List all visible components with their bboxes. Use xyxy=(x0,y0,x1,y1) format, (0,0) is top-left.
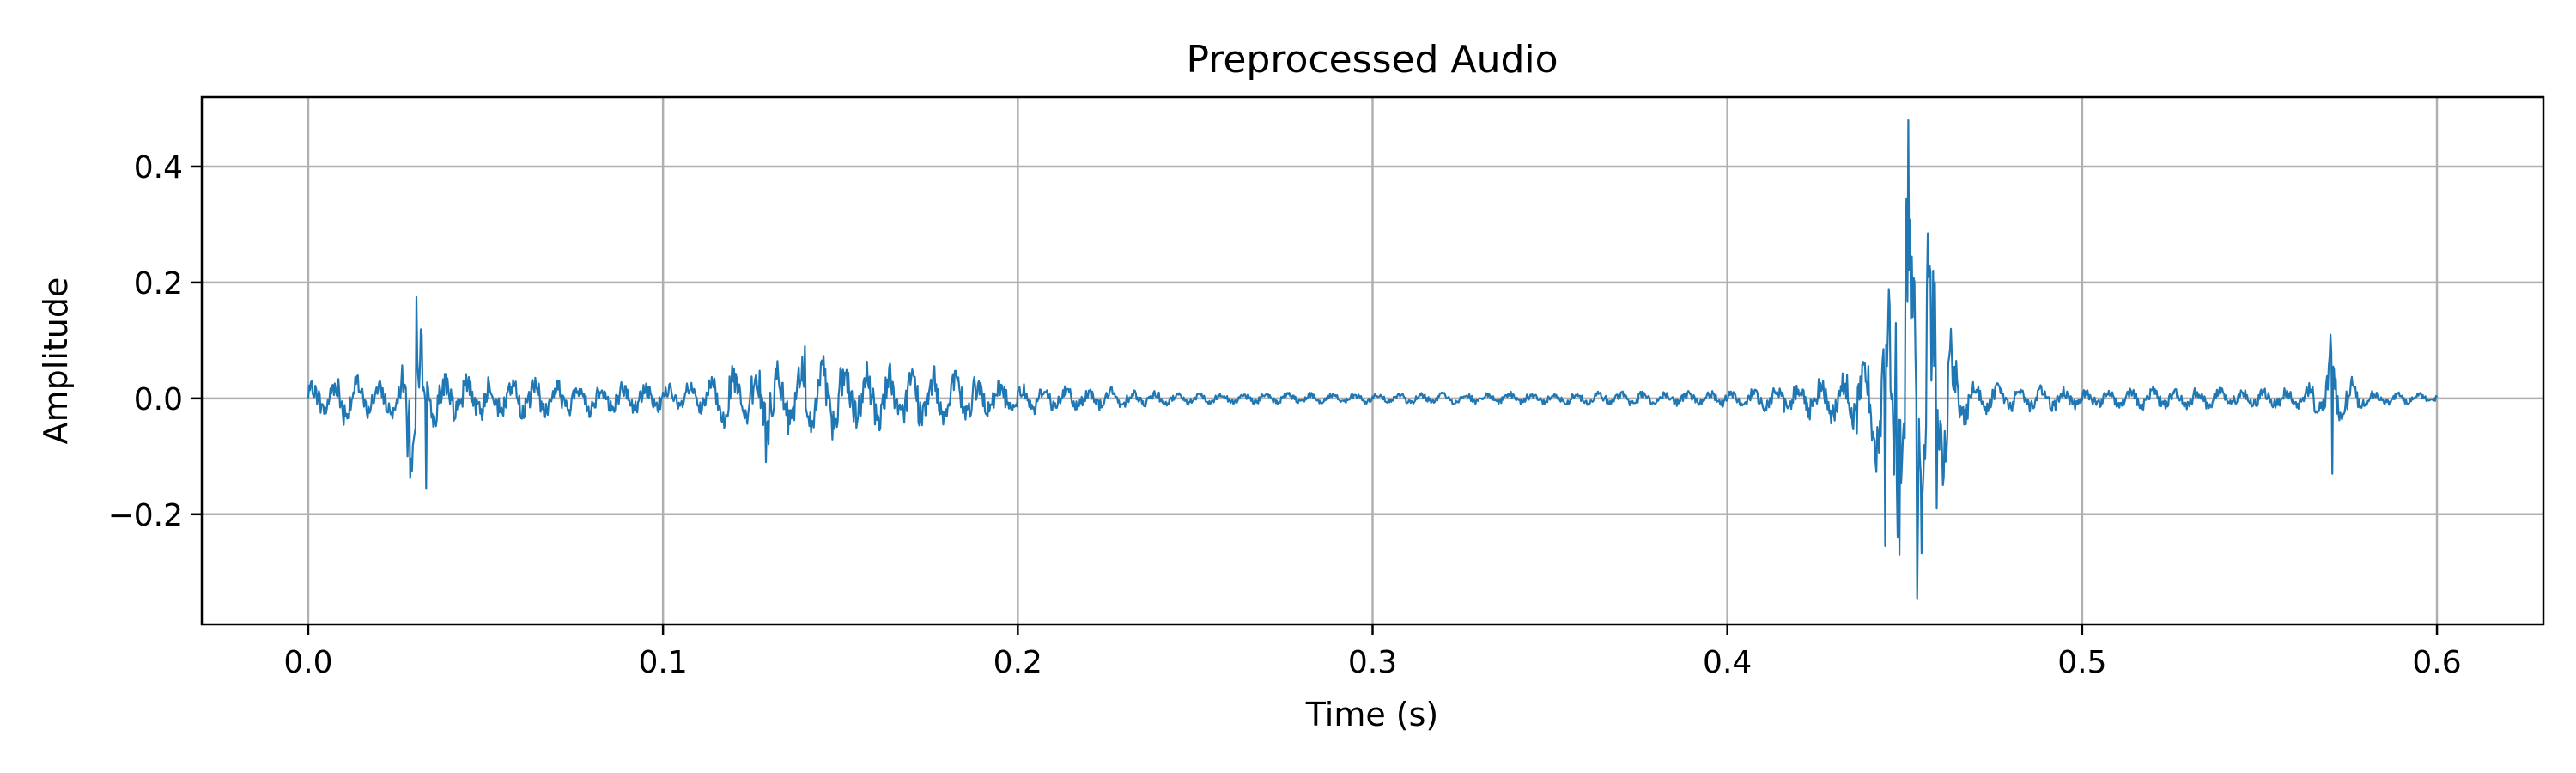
y-tick-label: 0.2 xyxy=(134,266,183,301)
x-tick-label: 0.4 xyxy=(1703,645,1752,680)
x-tick-label: 0.6 xyxy=(2412,645,2461,680)
y-axis-ticks: −0.2 0.0 0.2 0.4 xyxy=(108,150,202,533)
x-tick-label: 0.2 xyxy=(993,645,1042,680)
y-tick-label: 0.0 xyxy=(134,382,183,417)
chart-title: Preprocessed Audio xyxy=(1186,38,1558,82)
x-axis-ticks: 0.0 0.1 0.2 0.3 0.4 0.5 0.6 xyxy=(283,624,2462,680)
x-tick-label: 0.1 xyxy=(639,645,688,680)
y-tick-label: −0.2 xyxy=(108,498,183,533)
x-tick-label: 0.3 xyxy=(1348,645,1397,680)
waveform-line xyxy=(307,119,2438,600)
x-tick-label: 0.5 xyxy=(2057,645,2106,680)
x-tick-label: 0.0 xyxy=(283,645,332,680)
y-axis-label: Amplitude xyxy=(37,277,75,445)
x-axis-label: Time (s) xyxy=(1305,696,1439,733)
y-tick-label: 0.4 xyxy=(134,150,183,186)
